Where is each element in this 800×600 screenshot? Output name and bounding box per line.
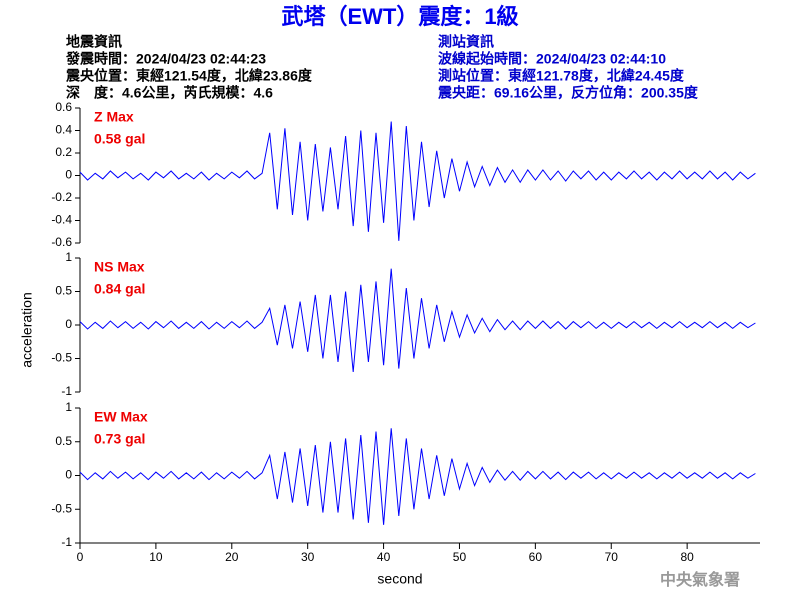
x-tick-label: 30 [301, 550, 315, 564]
info-right: 測站位置：東經121.78度，北緯24.45度 [438, 68, 685, 84]
y-tick-label: -1 [61, 384, 72, 398]
x-tick-label: 80 [680, 550, 694, 564]
waveform [79, 121, 756, 241]
max-annotation: 0.73 gal [94, 431, 145, 447]
x-tick-label: 50 [453, 550, 467, 564]
title: 武塔（EWT）震度：1級 [281, 4, 518, 29]
y-tick-label: -0.4 [51, 213, 72, 227]
y-tick-label: -0.5 [51, 501, 72, 515]
info-right: 震央距：69.16公里，反方位角：200.35度 [437, 85, 699, 101]
y-tick-label: -0.5 [51, 351, 72, 365]
x-tick-label: 60 [529, 550, 543, 564]
y-tick-label: 1 [65, 250, 72, 264]
y-tick-label: 0.5 [55, 284, 72, 298]
y-tick-label: 0.5 [55, 434, 72, 448]
x-tick-label: 0 [77, 550, 84, 564]
info-right: 波線起始時間：2024/04/23 02:44:10 [438, 51, 666, 67]
x-tick-label: 70 [605, 550, 619, 564]
y-tick-label: 0.6 [55, 100, 72, 114]
y-tick-label: 0 [65, 468, 72, 482]
y-tick-label: 0.4 [55, 123, 72, 137]
y-tick-label: 0.2 [55, 145, 72, 159]
y-tick-label: -0.6 [51, 235, 72, 249]
max-annotation: EW Max [94, 409, 148, 425]
x-tick-label: 10 [149, 550, 163, 564]
y-axis-label: acceleration [19, 292, 35, 368]
x-axis-label: second [377, 571, 422, 587]
info-left: 震央位置：東經121.54度，北緯23.86度 [65, 68, 313, 84]
info-right: 測站資訊 [438, 34, 494, 50]
max-annotation: 0.58 gal [94, 131, 145, 147]
info-left: 深 度：4.6公里，芮氏規模：4.6 [66, 85, 273, 101]
y-tick-label: 0 [65, 168, 72, 182]
max-annotation: 0.84 gal [94, 281, 145, 297]
max-annotation: Z Max [94, 109, 134, 125]
max-annotation: NS Max [94, 259, 145, 275]
info-left: 地震資訊 [66, 34, 122, 50]
info-left: 發震時間：2024/04/23 02:44:23 [65, 51, 266, 67]
footer: 中央氣象署 [660, 570, 740, 589]
y-tick-label: 0 [65, 317, 72, 331]
x-tick-label: 20 [225, 550, 239, 564]
waveform [79, 428, 756, 525]
waveform [79, 268, 756, 372]
y-tick-label: 1 [65, 400, 72, 414]
y-tick-label: -1 [61, 535, 72, 549]
y-tick-label: -0.2 [51, 190, 72, 204]
x-tick-label: 40 [377, 550, 391, 564]
